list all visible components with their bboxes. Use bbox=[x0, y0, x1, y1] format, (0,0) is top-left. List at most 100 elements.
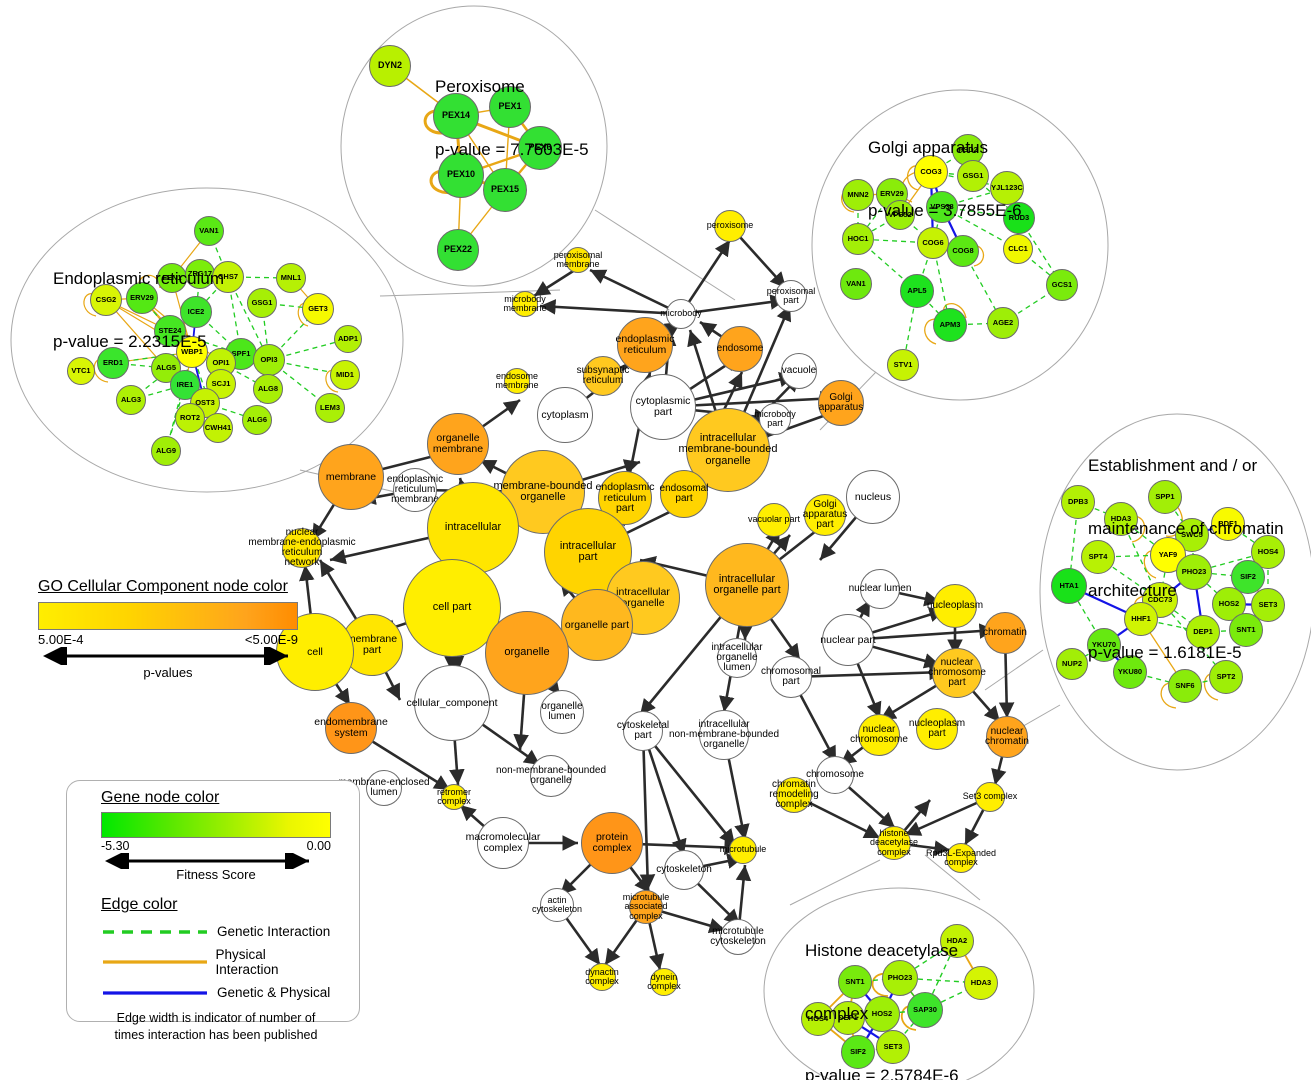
gene-node-chromatin-architecture-spp1[interactable]: SPP1 bbox=[1148, 480, 1182, 514]
go-node-retromer-complex[interactable]: retromer complex bbox=[437, 784, 471, 810]
go-node-nuclear-chromosome[interactable]: nuclear chromosome bbox=[850, 714, 908, 756]
go-node-cell-part[interactable]: cell part bbox=[403, 559, 501, 657]
go-node-intracellular-organelle-part[interactable]: intracellular organelle part bbox=[705, 543, 789, 627]
gene-node-chromatin-architecture-hta1[interactable]: HTA1 bbox=[1051, 568, 1087, 604]
gene-node-golgi-apparatus-gcs1[interactable]: GCS1 bbox=[1046, 269, 1078, 301]
go-node-organelle[interactable]: organelle bbox=[485, 611, 569, 695]
go-node-microbody[interactable]: microbody bbox=[660, 299, 702, 329]
gene-node-endoplasmic-reticulum-erd1[interactable]: ERD1 bbox=[97, 347, 129, 379]
go-node-organelle-lumen[interactable]: organelle lumen bbox=[540, 690, 584, 734]
go-node-chromatin[interactable]: chromatin bbox=[983, 612, 1027, 654]
gene-node-chromatin-architecture-dpb3[interactable]: DPB3 bbox=[1061, 485, 1095, 519]
gene-node-histone-deacetylase-complex-hda2[interactable]: HDA2 bbox=[940, 924, 974, 958]
gene-node-peroxisome-pex15[interactable]: PEX15 bbox=[483, 168, 527, 212]
go-node-endosomal-part[interactable]: endosomal part bbox=[660, 470, 708, 518]
gene-node-histone-deacetylase-complex-set3[interactable]: SET3 bbox=[876, 1030, 910, 1064]
go-node-organelle-membrane[interactable]: organelle membrane bbox=[427, 413, 489, 475]
gene-node-golgi-apparatus-cog6[interactable]: COG6 bbox=[917, 227, 949, 259]
go-node-actin-cytoskeleton[interactable]: actin cytoskeleton bbox=[532, 888, 582, 922]
gene-node-peroxisome-pex1[interactable]: PEX1 bbox=[489, 86, 531, 128]
gene-node-endoplasmic-reticulum-gsg1[interactable]: GSG1 bbox=[247, 288, 277, 318]
gene-node-histone-deacetylase-complex-dep1[interactable]: DEP1 bbox=[831, 1001, 865, 1035]
gene-node-golgi-apparatus-yjl123c[interactable]: YJL123C bbox=[990, 171, 1024, 205]
go-node-chromosomal-part[interactable]: chromosomal part bbox=[761, 656, 821, 698]
gene-node-histone-deacetylase-complex-sap30[interactable]: SAP30 bbox=[907, 992, 943, 1028]
gene-node-chromatin-architecture-hhf1[interactable]: HHF1 bbox=[1124, 602, 1158, 636]
go-node-endoplasmic-reticulum-membrane[interactable]: endoplasmic reticulum membrane bbox=[387, 468, 443, 512]
go-node-rpd3l-expanded-complex[interactable]: Rpd3L-Expanded complex bbox=[926, 843, 996, 873]
gene-node-histone-deacetylase-complex-pho23[interactable]: PHO23 bbox=[882, 960, 918, 996]
gene-node-golgi-apparatus-cog8[interactable]: COG8 bbox=[947, 235, 979, 267]
go-node-chromatin-remodeling-complex[interactable]: chromatin remodeling complex bbox=[769, 777, 819, 813]
go-node-dynactin-complex[interactable]: dynactin complex bbox=[585, 963, 619, 991]
gene-node-endoplasmic-reticulum-adp1[interactable]: ADP1 bbox=[334, 325, 362, 353]
go-node-peroxisomal-membrane[interactable]: peroxisomal membrane bbox=[554, 247, 602, 273]
go-node-peroxisome[interactable]: peroxisome bbox=[707, 210, 753, 242]
gene-node-chromatin-architecture-yku70[interactable]: YKU70 bbox=[1087, 628, 1121, 662]
gene-node-peroxisome-pex14[interactable]: PEX14 bbox=[433, 93, 479, 139]
go-node-dynein-complex[interactable]: dynein complex bbox=[647, 968, 681, 996]
go-node-nuclear-chromatin[interactable]: nuclear chromatin bbox=[985, 716, 1029, 758]
go-node-nucleoplasm[interactable]: nucleoplasm bbox=[927, 584, 983, 628]
go-node-non-membrane-bounded-organelle[interactable]: non-membrane-bounded organelle bbox=[496, 755, 606, 797]
go-node-microbody-membrane[interactable]: microbody membrane bbox=[503, 291, 547, 317]
gene-node-golgi-apparatus-age2[interactable]: AGE2 bbox=[987, 307, 1019, 339]
gene-node-chromatin-architecture-nup2[interactable]: NUP2 bbox=[1056, 648, 1088, 680]
gene-node-endoplasmic-reticulum-erv29[interactable]: ERV29 bbox=[126, 282, 158, 314]
gene-node-golgi-apparatus-van1[interactable]: VAN1 bbox=[840, 268, 872, 300]
go-node-cytoskeleton[interactable]: cytoskeleton bbox=[656, 850, 712, 890]
go-node-golgi-apparatus[interactable]: Golgi apparatus bbox=[818, 380, 864, 426]
gene-node-endoplasmic-reticulum-mid1[interactable]: MID1 bbox=[330, 360, 360, 390]
gene-node-chromatin-architecture-snf6[interactable]: SNF6 bbox=[1168, 669, 1202, 703]
gene-node-golgi-apparatus-vps38[interactable]: VPS38 bbox=[926, 191, 958, 223]
go-node-membrane[interactable]: membrane bbox=[318, 444, 384, 510]
go-node-intracellular-organelle-lumen[interactable]: intracellular organelle lumen bbox=[711, 638, 763, 678]
go-node-cytoplasmic-part[interactable]: cytoplasmic part bbox=[630, 374, 696, 440]
gene-node-golgi-apparatus-mnn2[interactable]: MNN2 bbox=[842, 179, 874, 211]
go-node-nucleoplasm-part[interactable]: nucleoplasm part bbox=[909, 708, 965, 750]
gene-node-chromatin-architecture-spt4[interactable]: SPT4 bbox=[1081, 540, 1115, 574]
go-node-microbody-part[interactable]: microbody part bbox=[754, 403, 796, 435]
gene-node-endoplasmic-reticulum-vtc1[interactable]: VTC1 bbox=[67, 357, 95, 385]
go-node-nuclear-part[interactable]: nuclear part bbox=[820, 614, 876, 666]
gene-node-golgi-apparatus-vps52[interactable]: VPS52 bbox=[885, 200, 915, 230]
go-node-cellular-component[interactable]: cellular_component bbox=[406, 665, 498, 741]
go-node-subsynaptic-reticulum[interactable]: subsynaptic reticulum bbox=[577, 356, 629, 396]
gene-node-chromatin-architecture-bdf1[interactable]: BDF1 bbox=[1211, 507, 1245, 541]
go-node-nuclear-lumen[interactable]: nuclear lumen bbox=[849, 569, 911, 609]
go-node-membrane-enclosed-lumen[interactable]: membrane-enclosed lumen bbox=[338, 770, 430, 806]
gene-node-endoplasmic-reticulum-cwh41[interactable]: CWH41 bbox=[203, 413, 233, 443]
gene-node-endoplasmic-reticulum-lem3[interactable]: LEM3 bbox=[315, 393, 345, 423]
go-node-cytoskeletal-part[interactable]: cytoskeletal part bbox=[617, 711, 669, 751]
gene-node-golgi-apparatus-hoc1[interactable]: HOC1 bbox=[842, 223, 874, 255]
go-node-organelle-part[interactable]: organelle part bbox=[561, 589, 633, 661]
gene-node-endoplasmic-reticulum-van1[interactable]: VAN1 bbox=[194, 216, 224, 246]
gene-node-endoplasmic-reticulum-csg2[interactable]: CSG2 bbox=[90, 284, 122, 316]
gene-node-golgi-apparatus-gsg1[interactable]: GSG1 bbox=[957, 160, 989, 192]
go-node-endosome[interactable]: endosome bbox=[717, 326, 763, 372]
go-node-set3-complex[interactable]: Set3 complex bbox=[963, 782, 1017, 812]
go-node-peroxisomal-part[interactable]: peroxisomal part bbox=[767, 280, 815, 312]
gene-node-endoplasmic-reticulum-alg9[interactable]: ALG9 bbox=[151, 436, 181, 466]
go-node-microtubule-associated-complex[interactable]: microtubule associated complex bbox=[623, 890, 669, 924]
gene-node-golgi-apparatus-apl5[interactable]: APL5 bbox=[900, 274, 934, 308]
gene-node-golgi-apparatus-rud3[interactable]: RUD3 bbox=[1003, 202, 1035, 234]
go-node-nucleus[interactable]: nucleus bbox=[846, 470, 900, 524]
gene-node-endoplasmic-reticulum-wbp1[interactable]: WBP1 bbox=[176, 336, 208, 368]
gene-node-golgi-apparatus-clc1[interactable]: CLC1 bbox=[1003, 234, 1033, 264]
go-node-vacuolar-part[interactable]: vacuolar part bbox=[748, 503, 800, 537]
gene-node-chromatin-architecture-hda3[interactable]: HDA3 bbox=[1104, 502, 1138, 536]
gene-node-endoplasmic-reticulum-rot2[interactable]: ROT2 bbox=[175, 403, 205, 433]
go-node-microtubule[interactable]: microtubule bbox=[720, 836, 766, 864]
go-node-microtubule-cytoskeleton[interactable]: microtubule cytoskeleton bbox=[710, 919, 766, 955]
gene-node-chromatin-architecture-spt2[interactable]: SPT2 bbox=[1209, 660, 1243, 694]
gene-node-peroxisome-pex6[interactable]: PEX6 bbox=[518, 126, 562, 170]
gene-node-peroxisome-pex10[interactable]: PEX10 bbox=[438, 152, 484, 198]
go-node-protein-complex[interactable]: protein complex bbox=[581, 812, 643, 874]
gene-node-endoplasmic-reticulum-alg6[interactable]: ALG6 bbox=[242, 405, 272, 435]
gene-node-histone-deacetylase-complex-sif2[interactable]: SIF2 bbox=[841, 1035, 875, 1069]
gene-node-endoplasmic-reticulum-mnl1[interactable]: MNL1 bbox=[276, 263, 306, 293]
gene-node-endoplasmic-reticulum-opi3[interactable]: OPI3 bbox=[253, 344, 285, 376]
gene-node-endoplasmic-reticulum-alg3[interactable]: ALG3 bbox=[116, 385, 146, 415]
go-node-nuclear-membrane-endoplasmic-reticulum-network[interactable]: nuclear membrane-endoplasmic reticulum n… bbox=[248, 526, 356, 569]
